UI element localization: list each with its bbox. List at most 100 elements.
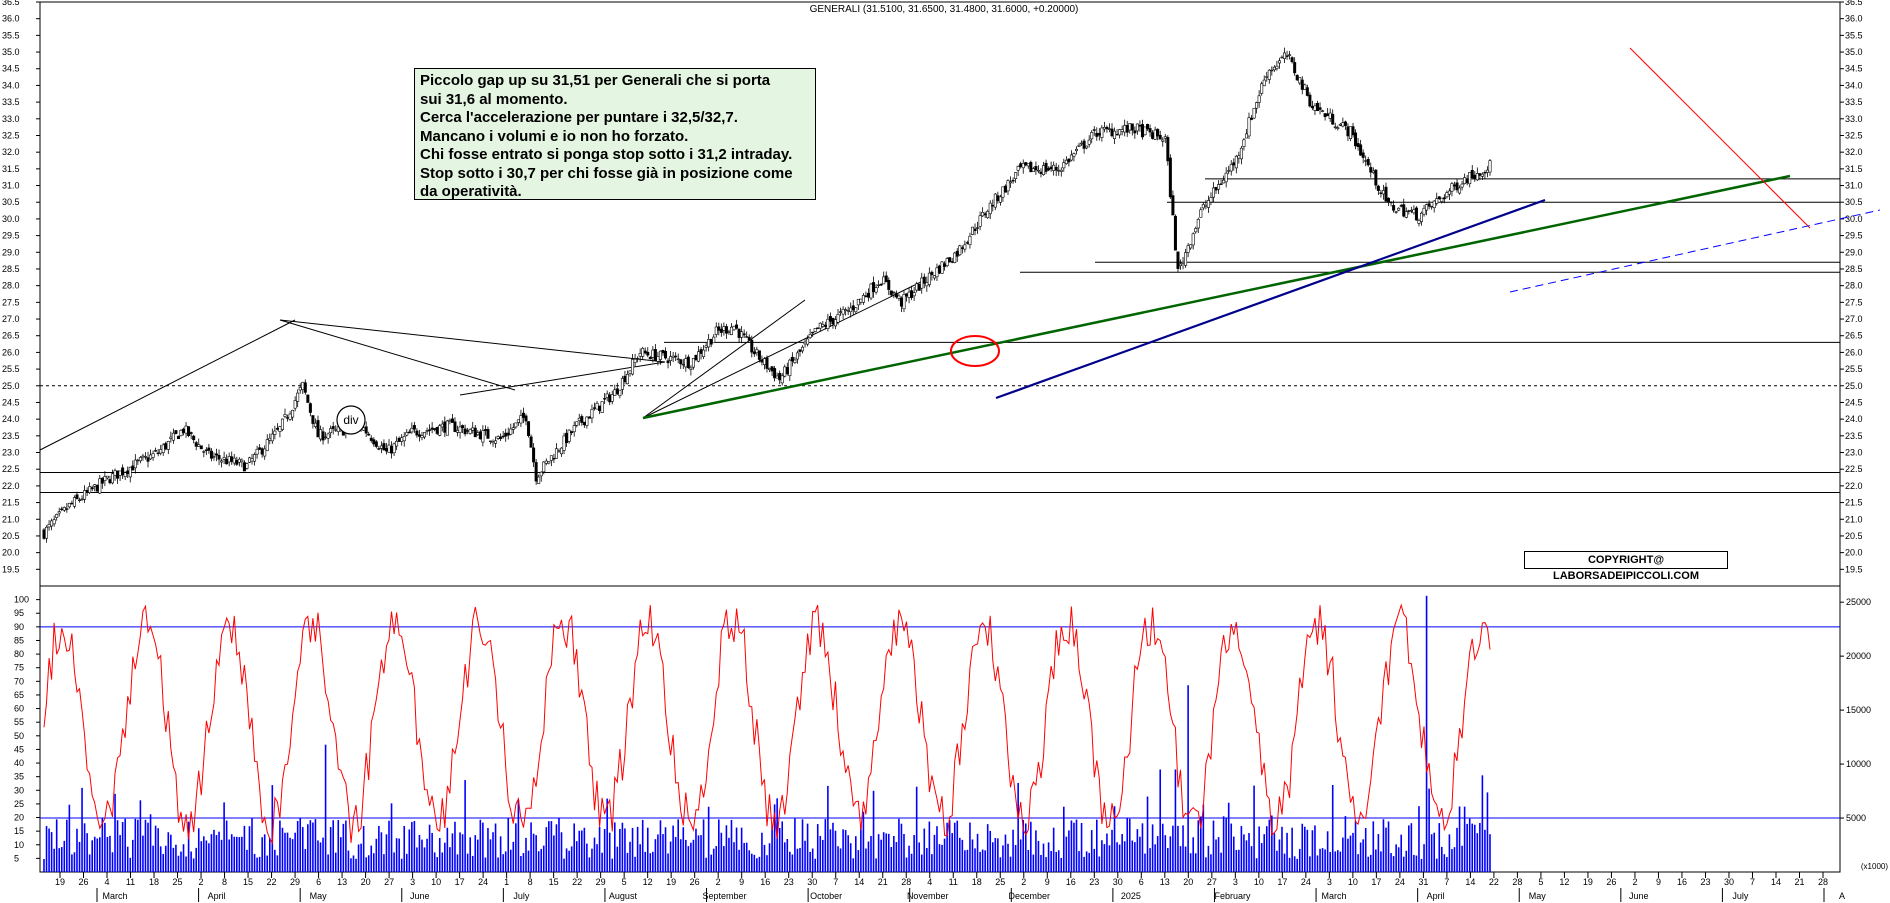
candle-body bbox=[1057, 170, 1061, 172]
price-tick-label-left: 31.5 bbox=[2, 164, 20, 174]
candle-body bbox=[1295, 74, 1299, 81]
candle-body bbox=[1204, 205, 1208, 207]
candle-body bbox=[732, 325, 736, 331]
volume-tick-label: 10000 bbox=[1846, 759, 1871, 769]
x-tick-label: 12 bbox=[1559, 877, 1569, 887]
candle-body bbox=[202, 451, 206, 453]
candle-body bbox=[1039, 171, 1043, 174]
candle-body bbox=[138, 457, 142, 462]
candle-body bbox=[113, 470, 117, 476]
candle-body bbox=[958, 245, 962, 256]
candle-body bbox=[1412, 209, 1416, 214]
price-tick-label-right: 36.5 bbox=[1845, 0, 1863, 7]
price-tick-label-left: 19.5 bbox=[2, 564, 20, 574]
candle-body bbox=[552, 457, 556, 460]
candle-body bbox=[369, 437, 373, 441]
price-tick-label-right: 23.0 bbox=[1845, 448, 1863, 458]
candle-body bbox=[1120, 129, 1124, 132]
candle-body bbox=[1346, 126, 1350, 137]
candle-body bbox=[1214, 186, 1218, 191]
candle-body bbox=[296, 392, 300, 402]
price-tick-label-left: 25.5 bbox=[2, 364, 20, 374]
candle-body bbox=[1422, 207, 1426, 215]
candle-body bbox=[899, 297, 903, 307]
candle-body bbox=[395, 440, 399, 447]
candle-body bbox=[813, 328, 817, 332]
candle-body bbox=[1006, 180, 1010, 192]
candle-body bbox=[1062, 162, 1066, 169]
x-tick-label: 6 bbox=[1139, 877, 1144, 887]
candle-body bbox=[1239, 147, 1243, 160]
x-tick-label: 25 bbox=[173, 877, 183, 887]
candle-body bbox=[45, 526, 49, 539]
candle-body bbox=[905, 293, 909, 297]
candle-body bbox=[308, 403, 312, 413]
candle-body bbox=[801, 346, 805, 352]
candle-body bbox=[823, 324, 827, 327]
x-tick-label: 5 bbox=[1538, 877, 1543, 887]
oscillator-tick-label: 20 bbox=[14, 813, 24, 823]
candle-body bbox=[450, 418, 454, 423]
candle-body bbox=[1229, 164, 1233, 172]
candle-body bbox=[831, 317, 835, 325]
candle-body bbox=[795, 352, 799, 360]
candle-body bbox=[461, 425, 465, 429]
candle-body bbox=[572, 425, 576, 433]
candle-body bbox=[116, 470, 120, 479]
oscillator-tick-label: 50 bbox=[14, 731, 24, 741]
candle-body bbox=[286, 417, 290, 419]
volume-y-axis: 5000 10000 15000 20000 25000 bbox=[40, 597, 1871, 823]
price-tick-label-left: 35.5 bbox=[2, 30, 20, 40]
candle-body bbox=[699, 349, 703, 354]
candle-body bbox=[445, 420, 449, 436]
price-tick-label-right: 24.5 bbox=[1845, 397, 1863, 407]
price-tick-label-left: 26.0 bbox=[2, 347, 20, 357]
candle-body bbox=[1475, 173, 1479, 181]
candle-body bbox=[519, 415, 523, 424]
candle-body bbox=[275, 428, 279, 430]
x-tick-label: 19 bbox=[1583, 877, 1593, 887]
x-tick-label: 8 bbox=[528, 877, 533, 887]
candle-body bbox=[1283, 52, 1287, 59]
candle-body bbox=[372, 439, 376, 445]
candle-body bbox=[253, 454, 257, 462]
price-tick-label-left: 36.0 bbox=[2, 14, 20, 24]
candle-body bbox=[1260, 83, 1264, 94]
candle-body bbox=[1151, 132, 1155, 139]
candle-body bbox=[468, 428, 472, 434]
price-tick-label-left: 29.0 bbox=[2, 247, 20, 257]
candle-body bbox=[242, 462, 246, 472]
candle-body bbox=[625, 373, 629, 385]
x-tick-label: 6 bbox=[316, 877, 321, 887]
candle-body bbox=[209, 450, 213, 459]
x-tick-label: 11 bbox=[949, 877, 958, 887]
price-tick-label-right: 36.0 bbox=[1845, 14, 1863, 24]
x-axis: 19 26 4 11 18 25 2 8 15 22 29 6 13 20 27 3 10 17 24 1 8 15 22 2… bbox=[55, 872, 1845, 902]
candle-body bbox=[666, 360, 670, 364]
oscillator-tick-label: 10 bbox=[14, 840, 24, 850]
candle-body bbox=[1153, 129, 1157, 140]
candle-body bbox=[577, 417, 581, 421]
volume-tick-label: 20000 bbox=[1846, 651, 1871, 661]
price-tick-label-left: 20.5 bbox=[2, 531, 20, 541]
candle-body bbox=[1054, 166, 1058, 171]
oscillator-line bbox=[43, 603, 1491, 845]
annotation-line: sui 31,6 al momento. bbox=[420, 90, 568, 108]
oscillator-tick-label: 80 bbox=[14, 649, 24, 659]
candle-body bbox=[141, 455, 145, 458]
candle-body bbox=[674, 355, 678, 358]
candle-body bbox=[988, 202, 992, 215]
oscillator-series bbox=[43, 603, 1491, 845]
candle-body bbox=[613, 389, 617, 396]
candle-body bbox=[1425, 204, 1429, 211]
candle-body bbox=[1290, 57, 1294, 63]
month-label: April bbox=[1427, 891, 1445, 901]
candle-body bbox=[986, 211, 990, 219]
month-label: March bbox=[1322, 891, 1347, 901]
candle-body bbox=[128, 466, 132, 478]
candle-body bbox=[110, 473, 114, 484]
candle-body bbox=[524, 415, 528, 422]
candle-body bbox=[382, 443, 386, 451]
candle-body bbox=[1077, 144, 1081, 147]
